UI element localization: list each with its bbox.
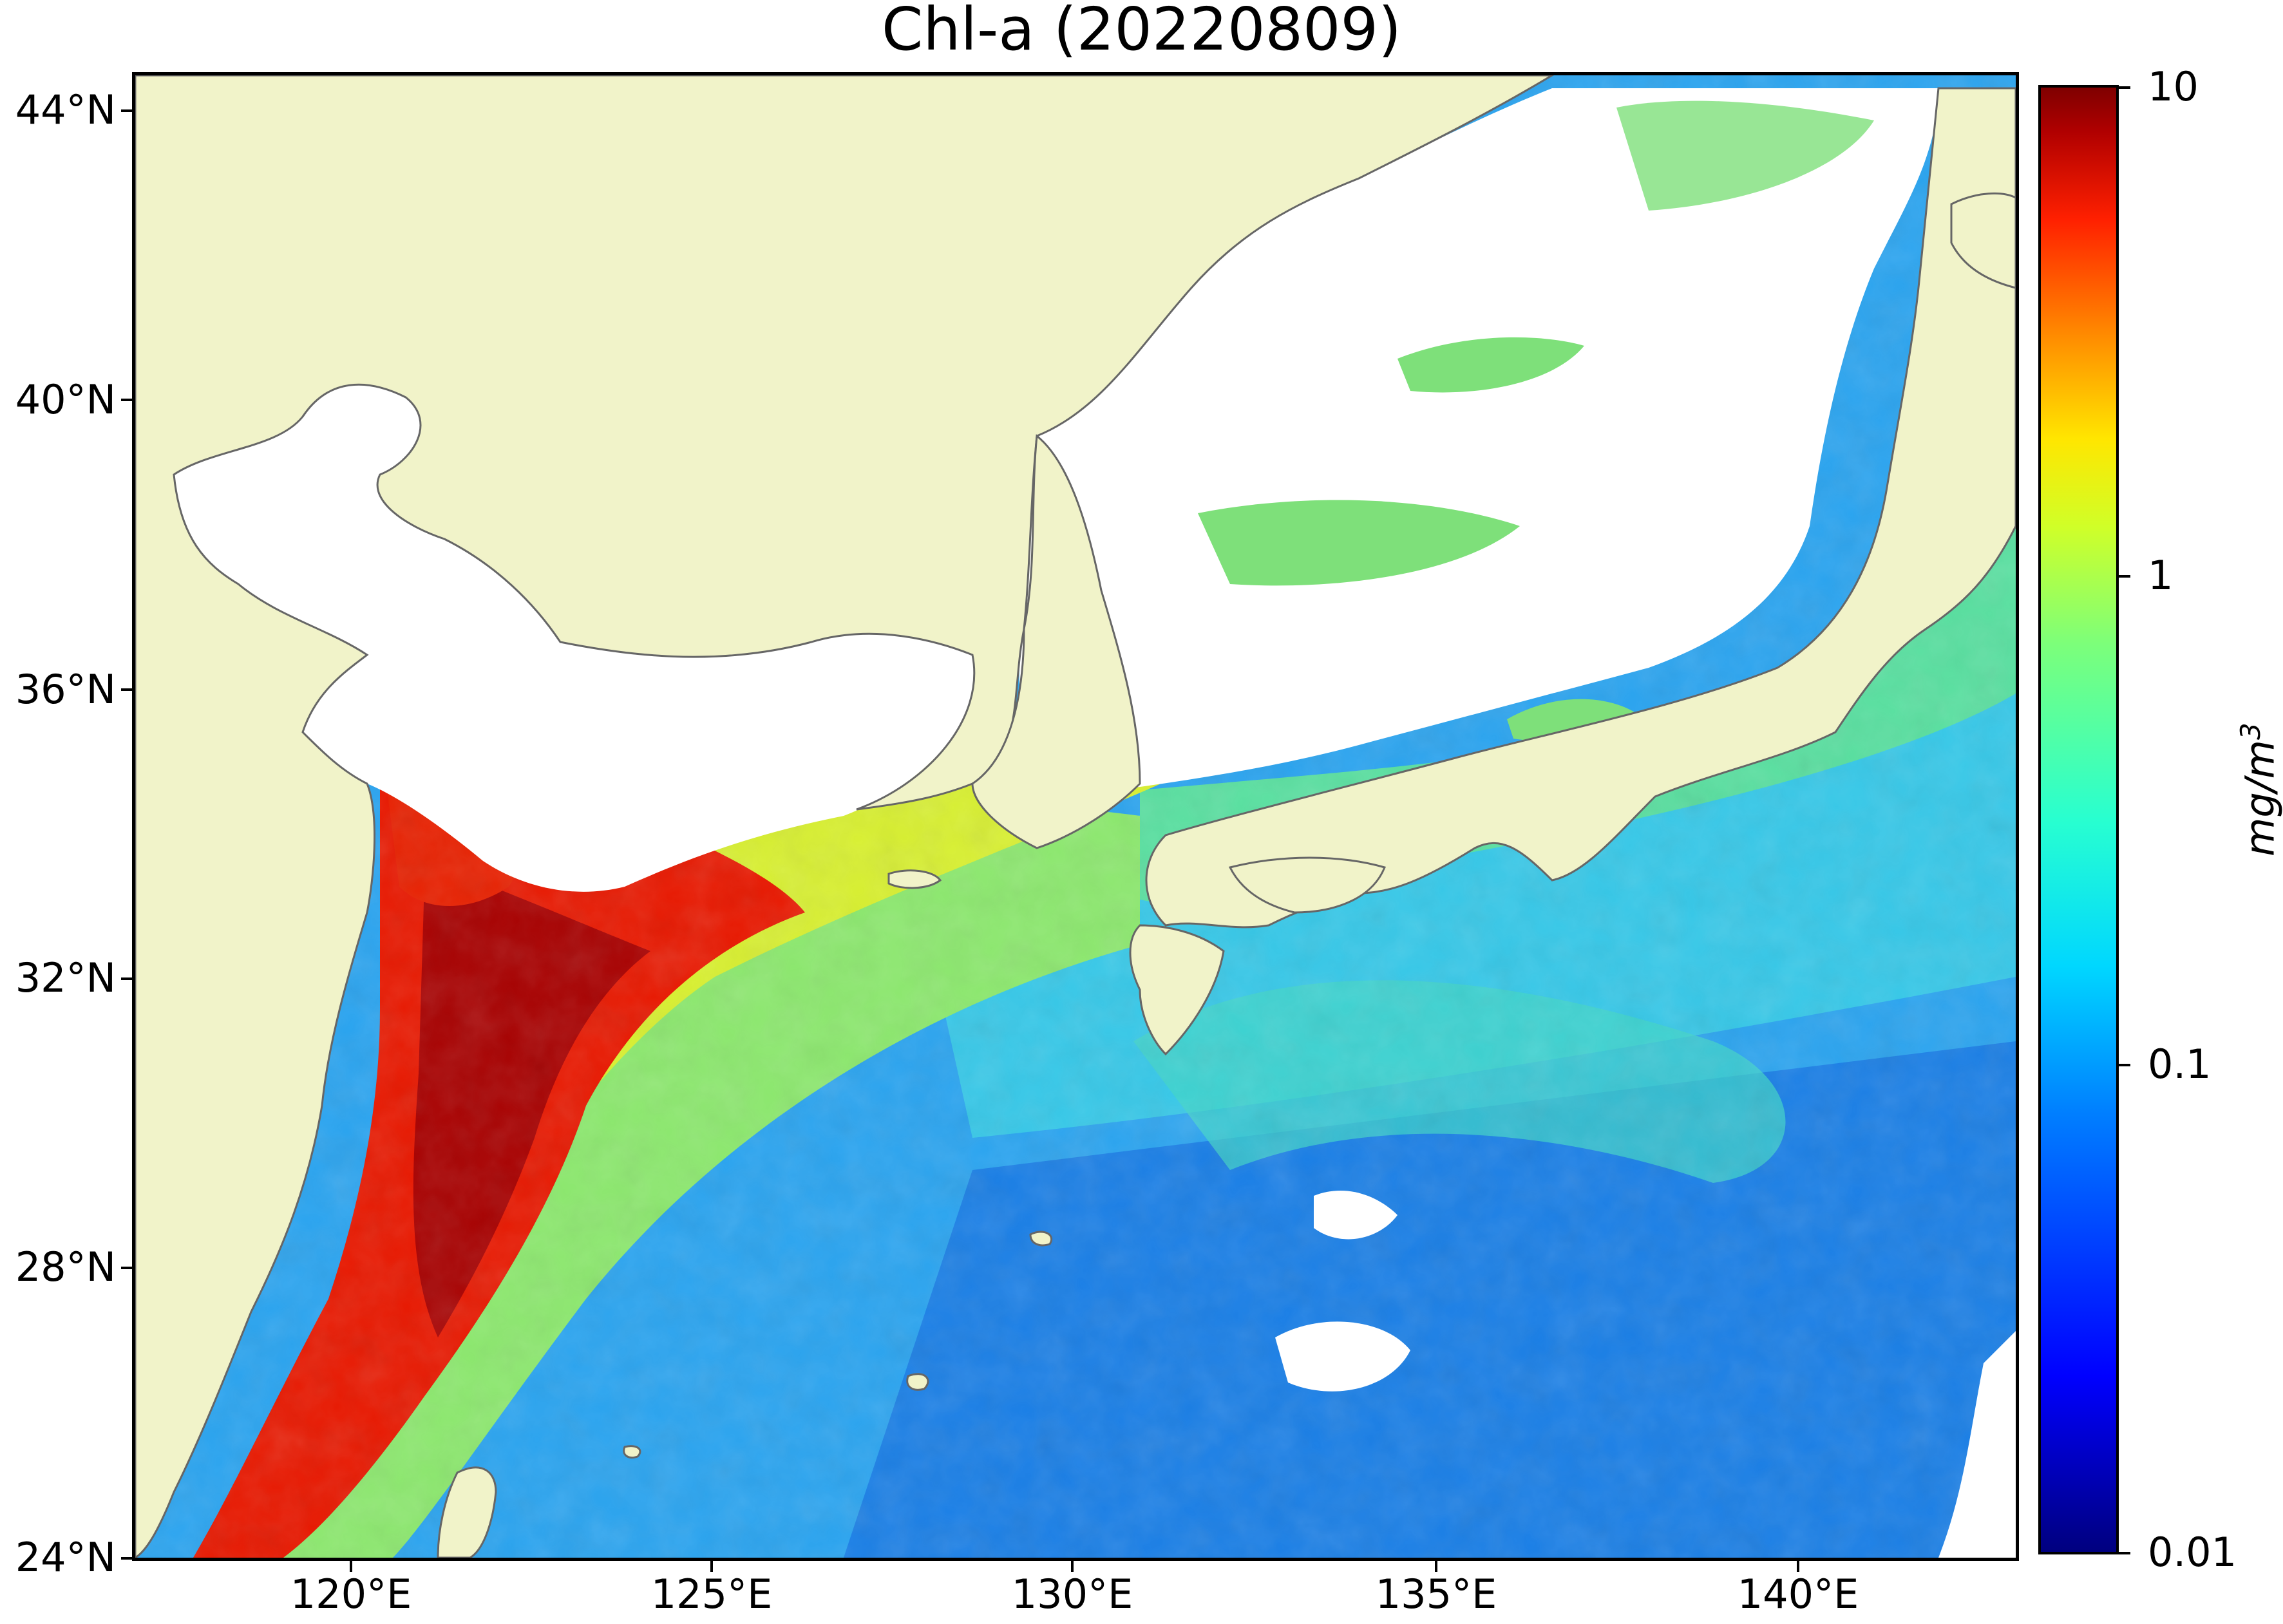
colorbar-tick [2119,1064,2130,1066]
lat-label-32n: 32°N [15,954,116,1001]
lon-label-120e: 120°E [290,1571,412,1618]
lat-tick [121,1557,132,1560]
lat-label-36n: 36°N [15,666,116,713]
colorbar [2038,85,2119,1554]
lat-label-44n: 44°N [15,86,116,133]
lat-label-28n: 28°N [15,1243,116,1290]
colorbar-label-10: 10 [2148,63,2199,110]
lat-label-40n: 40°N [15,376,116,423]
lon-label-140e: 140°E [1737,1571,1859,1618]
lon-label-135e: 135°E [1375,1571,1497,1618]
chlorophyll-map [132,72,2019,1561]
colorbar-tick [2119,86,2130,89]
colorbar-unit: mg/m3 [2235,722,2283,856]
colorbar-label-0-1: 0.1 [2148,1041,2212,1088]
lon-tick [350,1561,352,1572]
colorbar-label-0-01: 0.01 [2148,1529,2237,1576]
map-canvas [135,75,2016,1558]
colorbar-unit-text: mg/m [2236,739,2283,856]
lon-label-130e: 130°E [1011,1571,1133,1618]
lon-tick [710,1561,713,1572]
lat-label-24n: 24°N [15,1534,116,1581]
lon-tick [1435,1561,1437,1572]
colorbar-tick [2119,1552,2130,1554]
lat-tick [121,109,132,112]
lon-label-125e: 125°E [650,1571,773,1618]
lat-tick [121,399,132,401]
map-title: Chl-a (20220809) [882,0,1401,64]
colorbar-unit-superscript: 3 [2235,722,2266,740]
land [135,75,2016,1558]
lon-tick [1797,1561,1799,1572]
lon-tick [1071,1561,1074,1572]
lat-tick [121,688,132,691]
lat-tick [121,1267,132,1269]
colorbar-tick [2119,575,2130,578]
lat-tick [121,977,132,980]
colorbar-label-1: 1 [2148,552,2174,599]
no-data-regions [174,88,2016,1558]
